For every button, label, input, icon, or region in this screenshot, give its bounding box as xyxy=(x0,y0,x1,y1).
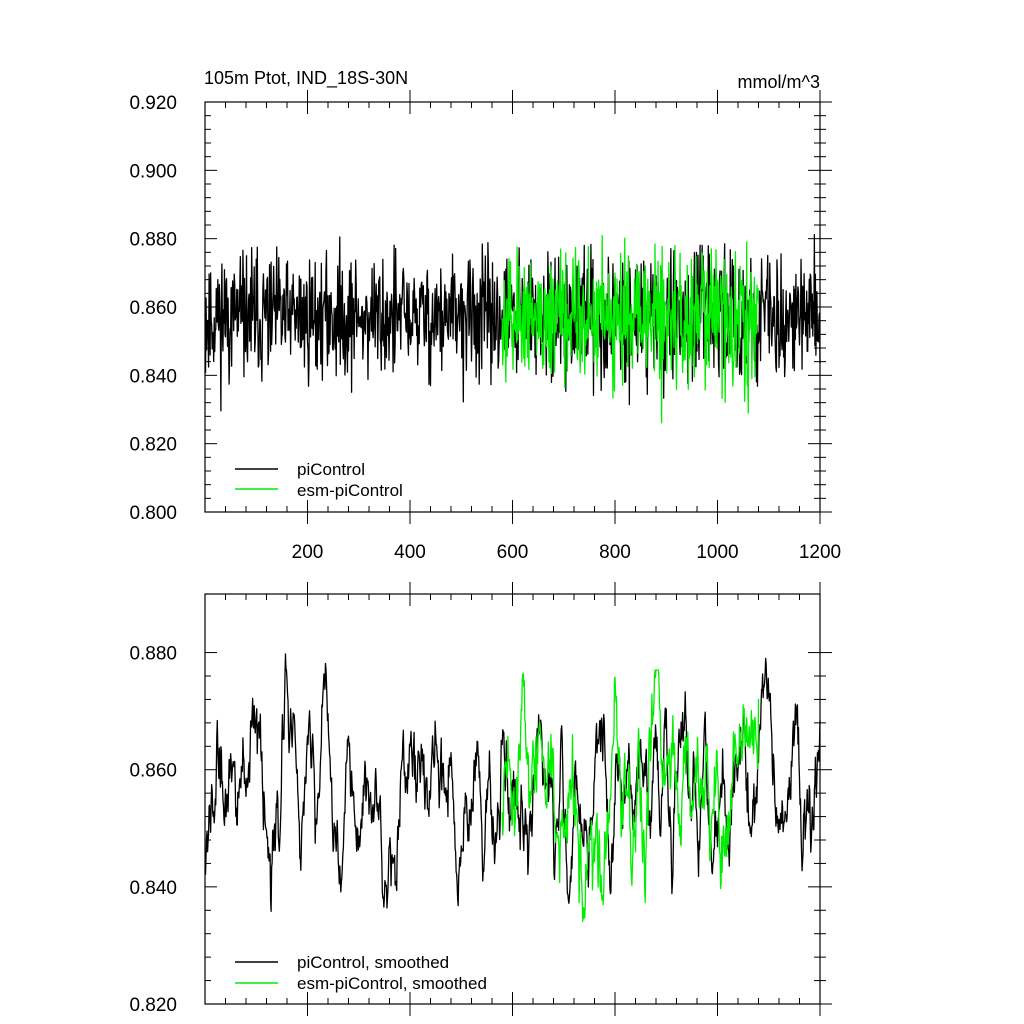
bottom-panel: 0.820 0.840 0.860 0.880 piControl, smoothed… xyxy=(129,582,832,1016)
top-series-group xyxy=(204,234,821,424)
panel-title: 105m Ptot, IND_18S-30N xyxy=(204,68,408,89)
series-line-esm-picontrol-smoothed xyxy=(501,669,760,923)
y-tick-label: 0.820 xyxy=(129,995,177,1016)
y-tick-label: 0.840 xyxy=(129,878,177,899)
bottom-series-group xyxy=(204,653,821,923)
y-tick-label: 0.800 xyxy=(129,503,177,524)
y-tick-label: 0.920 xyxy=(129,93,177,114)
legend-label-esm-picontrol: esm-piControl xyxy=(297,481,403,500)
units-label: mmol/m^3 xyxy=(738,72,820,92)
y-tick-label: 0.860 xyxy=(129,761,177,782)
y-tick-label: 0.820 xyxy=(129,435,177,456)
y-tick-label: 0.880 xyxy=(129,644,177,665)
legend-label-esm-picontrol-smoothed: esm-piControl, smoothed xyxy=(297,974,487,993)
y-tick-label: 0.900 xyxy=(129,161,177,182)
legend-label-picontrol-smoothed: piControl, smoothed xyxy=(297,953,449,972)
y-tick-label: 0.840 xyxy=(129,366,177,387)
x-tick-label: 400 xyxy=(394,542,426,563)
y-tick-label: 0.860 xyxy=(129,298,177,319)
legend-label-picontrol: piControl xyxy=(297,460,365,479)
x-tick-label: 1000 xyxy=(696,542,738,563)
series-line-esm-picontrol xyxy=(501,235,760,424)
top-ticks: 0.800 0.820 0.840 0.860 0.880 0.900 0.920 200 40… xyxy=(129,90,841,563)
y-tick-label: 0.880 xyxy=(129,230,177,251)
series-line-picontrol-smoothed xyxy=(204,653,821,913)
top-panel: 105m Ptot, IND_18S-30N mmol/m^3 0.8000.8… xyxy=(129,68,841,563)
x-tick-label: 600 xyxy=(497,542,529,563)
x-tick-label: 1200 xyxy=(799,542,841,563)
top-legend: piControl esm-piControl xyxy=(235,460,403,500)
bottom-legend: piControl, smoothed esm-piControl, smoot… xyxy=(235,953,487,993)
x-tick-label: 800 xyxy=(599,542,631,563)
x-tick-label: 200 xyxy=(292,542,324,563)
bottom-ticks: 0.820 0.840 0.860 0.880 xyxy=(129,582,832,1016)
